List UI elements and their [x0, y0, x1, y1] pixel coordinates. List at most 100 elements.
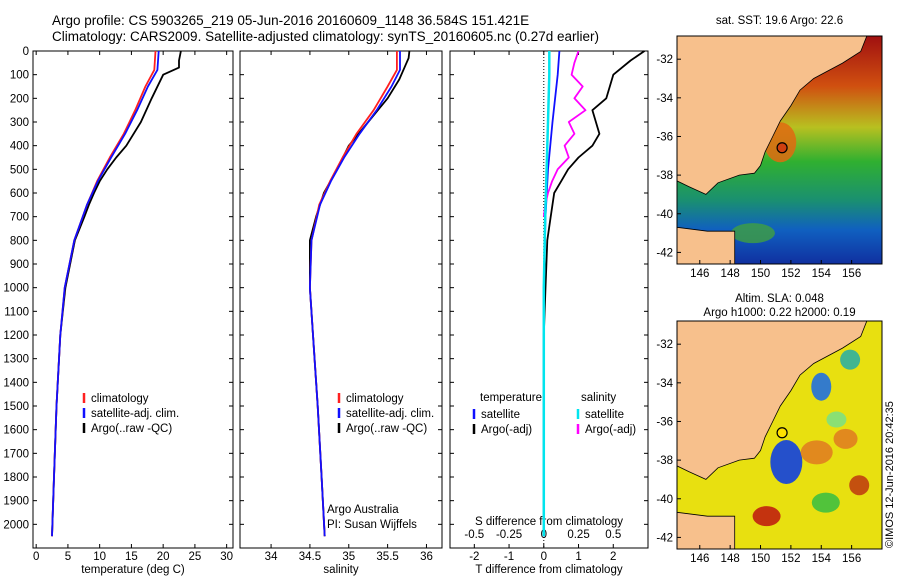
- x-tick-label: 146: [690, 268, 709, 280]
- x-tick-label: 35.5: [376, 551, 398, 563]
- annotation-line: PI: Susan Wijffels: [327, 519, 417, 531]
- land-mainland: [677, 321, 868, 480]
- salinity-axis-label: S difference from climatology: [475, 516, 623, 528]
- legend-header: temperature: [480, 392, 542, 404]
- legend-label: Argo(-adj): [481, 424, 532, 436]
- y-tick-label: -42: [656, 247, 673, 259]
- credit-text: ©IMOS 12-Jun-2016 20:42:35: [884, 401, 896, 548]
- map-sla-map: 146 148 150 152 154 156 -32 -34 -36 -38 -40 -42 Alti…: [656, 293, 883, 565]
- y-tick-label: 2000: [3, 519, 29, 531]
- sla-anomaly: [811, 492, 840, 513]
- y-tick-label: 1000: [3, 283, 29, 295]
- argo-marker: [776, 427, 788, 439]
- legend-label: Argo(-adj): [585, 424, 636, 436]
- x-tick-label: 10: [93, 551, 106, 563]
- y-tick-label: 900: [10, 259, 29, 271]
- x-tick-label: 146: [690, 553, 709, 565]
- series-satellite-sal-diff: [542, 51, 551, 537]
- y-tick-label: 1600: [3, 425, 29, 437]
- salinity-tick-label: -0.25: [496, 529, 522, 541]
- legend-label: satellite-adj. clim.: [91, 408, 179, 420]
- sla-anomaly: [752, 506, 781, 527]
- y-tick-label: 0: [23, 46, 29, 58]
- series-argo: [51, 50, 182, 537]
- x-tick-label: 156: [842, 553, 861, 565]
- map-frame: [676, 35, 883, 265]
- x-axis-label: salinity: [323, 564, 358, 576]
- x-tick-label: 156: [842, 268, 861, 280]
- y-tick-label: 600: [10, 188, 29, 200]
- salinity-tick-label: -0.5: [464, 529, 484, 541]
- legend-label: satellite: [585, 409, 624, 421]
- y-tick-label: 200: [10, 93, 29, 105]
- land-mainland: [677, 36, 868, 195]
- salinity-frame: [239, 50, 443, 549]
- x-tick-label: 20: [157, 551, 170, 563]
- x-tick-label: 30: [220, 551, 233, 563]
- y-tick-label: 1800: [3, 472, 29, 484]
- x-tick-label: 148: [721, 268, 740, 280]
- map-field: [677, 36, 882, 264]
- header-line-2: Climatology: CARS2009. Satellite-adjuste…: [52, 29, 600, 44]
- x-tick-label: 34.5: [299, 551, 321, 563]
- y-tick-label: -42: [656, 532, 673, 544]
- y-tick-label: -34: [656, 378, 673, 390]
- map-title: Altim. SLA: 0.048: [735, 293, 824, 305]
- legend-label: climatology: [346, 393, 404, 405]
- y-tick-label: 700: [10, 212, 29, 224]
- y-tick-label: 1700: [3, 448, 29, 460]
- x-tick-label: 152: [781, 553, 800, 565]
- y-tick-label: -36: [656, 131, 673, 143]
- panel-salinity: 34 34.5 35 35.5 36 salinity climatology satelli…: [239, 50, 443, 576]
- y-tick-label: 100: [10, 70, 29, 82]
- legend-header: salinity: [581, 392, 616, 404]
- x-tick-label: -2: [469, 551, 479, 563]
- x-tick-label: 154: [812, 268, 832, 280]
- map-frame: [676, 320, 883, 550]
- sla-anomaly: [811, 372, 832, 401]
- x-tick-label: 0: [33, 551, 39, 563]
- x-tick-label: 148: [721, 553, 740, 565]
- y-tick-label: -38: [656, 455, 673, 467]
- x-tick-label: 34: [265, 551, 278, 563]
- series-climatology: [308, 51, 398, 537]
- map-sst-map: 146 148 150 152 154 156 -32 -34 -36 -38 -40 -42 sat.…: [656, 15, 883, 280]
- x-tick-label: 150: [751, 553, 770, 565]
- y-tick-label: 1500: [3, 401, 29, 413]
- x-axis-label: T difference from climatology: [475, 564, 622, 576]
- sla-anomaly: [770, 440, 803, 485]
- cool-patch: [730, 223, 775, 244]
- legend-label: Argo(..raw -QC): [91, 423, 172, 435]
- land-tasmania: [677, 511, 736, 549]
- y-tick-label: 300: [10, 117, 29, 129]
- y-tick-label: 1900: [3, 496, 29, 508]
- salinity-tick-label: 0.5: [605, 529, 621, 541]
- x-tick-label: 150: [751, 268, 770, 280]
- x-tick-label: 15: [125, 551, 138, 563]
- y-tick-label: -40: [656, 209, 673, 221]
- annotation-line: Argo Australia: [327, 504, 399, 516]
- y-tick-label: -38: [656, 170, 673, 182]
- y-tick-label: 500: [10, 164, 29, 176]
- x-tick-label: 35: [342, 551, 355, 563]
- y-tick-label: -32: [656, 54, 673, 66]
- legend-label: satellite-adj. clim.: [346, 408, 434, 420]
- panel-temperature: 0100200300400500600700800900100011001200…: [3, 46, 234, 576]
- y-tick-label: 1200: [3, 330, 29, 342]
- x-tick-label: 152: [781, 268, 800, 280]
- x-tick-label: -1: [504, 551, 514, 563]
- x-tick-label: 0: [541, 551, 547, 563]
- y-tick-label: -32: [656, 339, 673, 351]
- x-axis-label: temperature (deg C): [81, 564, 185, 576]
- salinity-tick-label: 0.25: [567, 529, 589, 541]
- sla-anomaly: [849, 475, 870, 496]
- legend-label: Argo(..raw -QC): [346, 423, 427, 435]
- x-tick-label: 154: [812, 553, 832, 565]
- y-tick-label: -34: [656, 93, 673, 105]
- sla-anomaly: [826, 411, 847, 428]
- map-title: sat. SST: 19.6 Argo: 22.6: [716, 15, 843, 27]
- x-tick-label: 2: [610, 551, 616, 563]
- series-satellite: [51, 50, 160, 537]
- land-tasmania: [677, 226, 736, 264]
- y-tick-label: 1400: [3, 377, 29, 389]
